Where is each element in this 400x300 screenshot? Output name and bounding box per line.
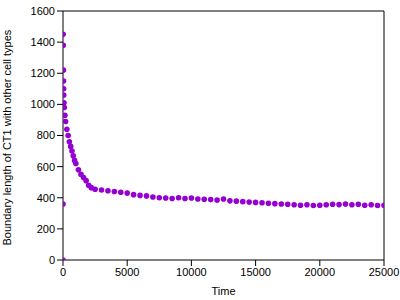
svg-text:5000: 5000 — [115, 266, 139, 278]
svg-text:1200: 1200 — [31, 67, 55, 79]
svg-text:0: 0 — [49, 254, 55, 266]
svg-text:Boundary length of CT1 with ot: Boundary length of CT1 with other cell t… — [8, 29, 13, 245]
svg-text:25000: 25000 — [369, 266, 392, 278]
svg-text:1000: 1000 — [31, 98, 55, 110]
svg-text:15000: 15000 — [240, 266, 271, 278]
svg-text:1600: 1600 — [31, 5, 55, 17]
svg-text:800: 800 — [37, 129, 55, 141]
svg-text:600: 600 — [37, 161, 55, 173]
svg-text:200: 200 — [37, 223, 55, 235]
svg-text:0: 0 — [60, 266, 66, 278]
svg-text:1400: 1400 — [31, 36, 55, 48]
svg-text:10000: 10000 — [176, 266, 207, 278]
svg-text:400: 400 — [37, 192, 55, 204]
svg-text:20000: 20000 — [305, 266, 336, 278]
svg-text:Time: Time — [211, 285, 235, 297]
